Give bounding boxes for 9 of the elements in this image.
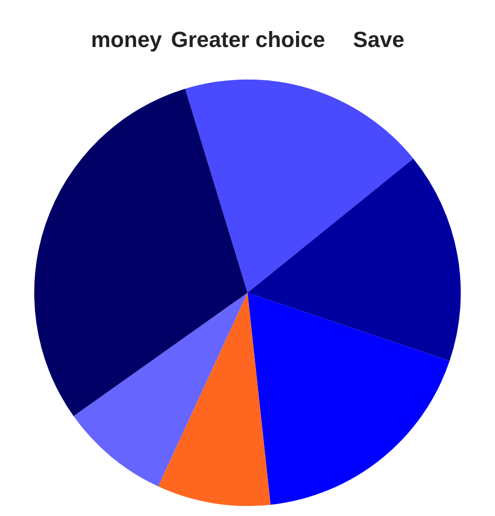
pie-slice [248,158,460,361]
pie-slice [248,292,450,505]
pie-slice [158,292,271,506]
text: money [91,27,163,52]
pie-slice [185,80,414,293]
text: Greater choice [171,27,326,52]
pie-slice [74,292,248,486]
pie-slice [34,88,248,416]
text: Save [353,27,404,52]
